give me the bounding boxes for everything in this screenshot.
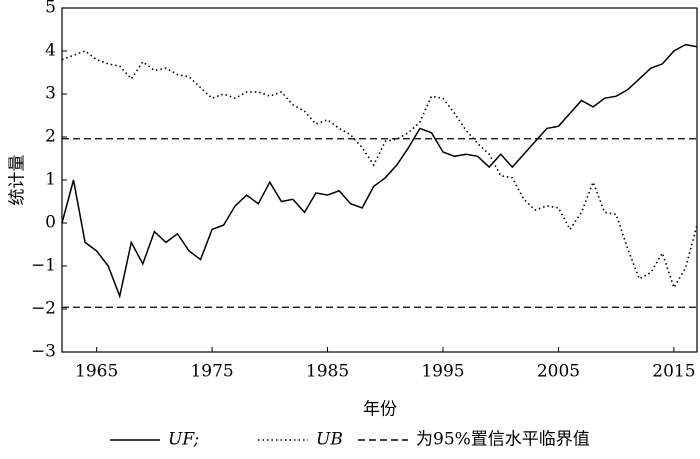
legend-label: UB <box>316 430 343 450</box>
x-tick-label: 1985 <box>306 362 349 382</box>
y-tick-label: 4 <box>45 41 56 61</box>
y-tick-label: −3 <box>31 342 56 362</box>
y-tick-label: 1 <box>45 170 56 190</box>
y-tick-label: 5 <box>45 0 56 18</box>
x-tick-label: 2015 <box>652 362 695 382</box>
legend-label: 为95%置信水平临界值 <box>416 430 590 450</box>
x-tick-label: 1995 <box>421 362 464 382</box>
series-line <box>61 50 698 290</box>
x-tick-label: 2005 <box>537 362 580 382</box>
y-tick-label: 3 <box>45 84 56 104</box>
plot-frame <box>61 7 698 353</box>
x-tick-label: 1965 <box>75 362 118 382</box>
y-tick-label: −2 <box>31 299 56 319</box>
series-line <box>61 43 698 299</box>
x-tick-label: 1975 <box>190 362 233 382</box>
legend-label: UF; <box>168 430 199 450</box>
x-axis-label: 年份 <box>363 400 397 420</box>
y-tick-label: 0 <box>45 213 56 233</box>
y-tick-label: −1 <box>31 256 56 276</box>
y-tick-label: 2 <box>45 127 56 147</box>
y-axis-label: 统计量 <box>8 155 28 206</box>
